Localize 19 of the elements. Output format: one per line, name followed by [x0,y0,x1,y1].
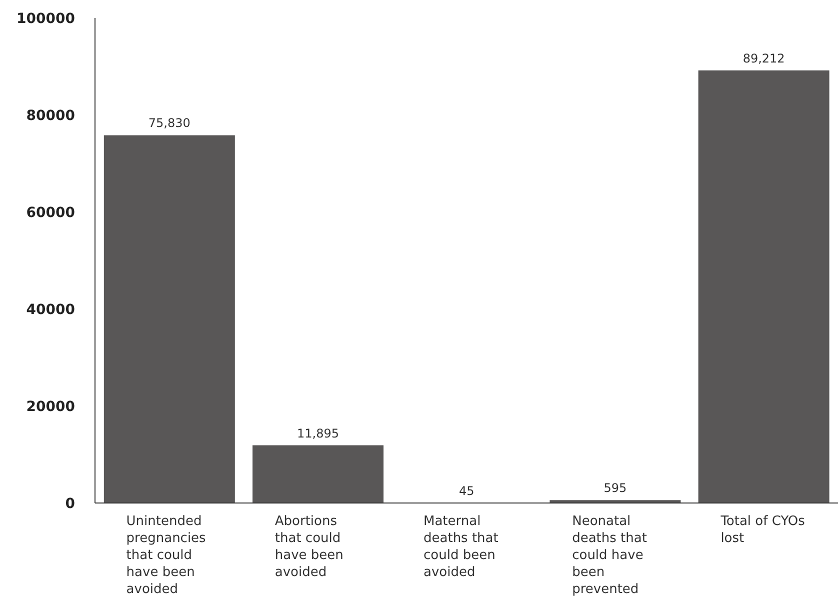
y-tick-label: 80000 [26,108,76,124]
x-tick-label: Unintended pregnancies that could have been avoided [126,514,206,597]
x-tick-label: Neonatal deaths that could have been prevented [572,514,647,597]
x-tick-label: Abortions that could have been avoided [274,514,344,580]
data-label: 595 [604,481,627,496]
y-tick-label: 20000 [26,398,76,415]
y-tick-label: 60000 [26,204,76,221]
y-tick-label: 0 [65,496,76,512]
data-label: 89,212 [742,51,785,66]
data-label: 75,830 [148,116,190,130]
bar [104,135,235,503]
data-label: 11,895 [297,426,340,440]
bar [698,70,830,503]
y-tick-label: 40000 [26,302,76,318]
x-tick-label: Maternal deaths that could been avoided [424,514,498,580]
data-label: 45 [458,484,474,498]
bar [252,445,384,503]
y-tick-label: 100000 [16,10,76,27]
x-tick-label: Total of CYOs lost [720,514,806,546]
